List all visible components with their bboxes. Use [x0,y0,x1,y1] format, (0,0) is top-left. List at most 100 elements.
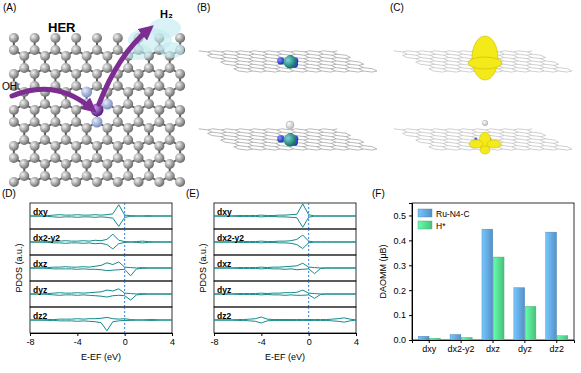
bond [430,133,434,135]
bond [444,133,448,135]
bond [317,149,322,150]
bond [372,69,376,71]
bond [333,130,337,132]
bond [333,52,337,54]
bond [527,133,531,135]
bond [358,71,363,72]
bond [449,132,458,133]
bond [318,133,322,135]
bond [221,54,226,55]
bond [512,68,517,69]
diagram-b [199,51,377,150]
bond [526,64,531,65]
carbon-atom [134,81,144,91]
bond [372,147,376,149]
bond [268,132,277,133]
bond [416,133,420,135]
bond [262,143,266,145]
bond [267,139,276,140]
carbon-atom [154,117,164,127]
bond [516,149,525,150]
bond [554,65,558,67]
y-axis-title: PDOS (a.u.) [198,243,208,292]
carbon-atom [102,159,112,169]
carbon-atom [123,123,133,133]
bond [335,149,344,150]
bond [544,71,553,72]
bond [558,149,567,150]
tick: dz2 [550,340,565,354]
bond [527,136,532,137]
pdos-spin-down [30,320,172,331]
bond [504,139,513,140]
tick-mark [409,265,412,266]
bond [239,139,248,140]
carbon-atom [9,177,19,187]
bond [458,132,463,133]
bond [435,136,444,137]
bond [333,129,338,130]
bond [359,146,364,147]
bond [444,52,448,54]
carbon-atom [123,159,133,169]
bond [249,59,253,61]
carbon-atom [175,81,185,91]
bond [457,146,462,147]
bond [276,142,281,143]
bar [546,232,557,340]
axis-line [413,341,575,344]
bond [431,129,436,130]
bond [268,129,277,130]
tick: 0 [307,333,312,347]
bond [238,71,247,72]
bond [531,146,540,147]
carbon-atom [92,177,102,187]
tick-label: 0.3 [393,261,406,271]
carbon-atom [71,69,81,79]
bond [221,133,225,135]
bond [318,61,323,62]
figure: HEROH⁻H₂(A)(B)(C)dxydx2-y2dxzdyzdz2-8-40… [0,0,581,373]
bond [527,61,532,62]
carbon-atom [30,141,40,151]
bond [457,61,462,62]
carbon-atom [61,135,71,145]
bond [266,71,275,72]
bond [430,136,435,137]
bond [305,55,309,57]
bond [363,146,372,147]
carbon-atom [61,63,71,73]
bond [304,139,309,140]
bond [235,62,239,64]
bond [558,68,567,69]
carbon-atom [82,159,92,169]
bond [456,71,461,72]
bond [336,139,345,140]
carbon-atom [154,69,164,79]
bond [332,62,336,64]
carbon-atom [50,141,60,151]
bond [444,55,448,57]
bond [226,132,235,133]
bond [421,129,430,130]
bond [317,147,321,149]
bond [527,139,532,140]
carbon-atom [113,117,123,127]
bond [528,52,532,54]
bond [267,61,276,62]
carbon-atom [30,105,40,115]
tick-label: dyz [518,344,533,354]
pdos-subplot: dxy [30,203,172,229]
bond [317,65,321,67]
bond [429,143,433,145]
sheet-bonds [199,51,377,72]
bond [512,147,516,149]
bond [332,132,337,133]
bond [443,65,447,67]
carbon-atom [113,141,123,151]
pdos-subplot: dz2 [30,307,172,333]
bond [282,51,291,52]
bond [462,136,471,137]
bonds [14,38,180,182]
axis-line [215,334,357,337]
